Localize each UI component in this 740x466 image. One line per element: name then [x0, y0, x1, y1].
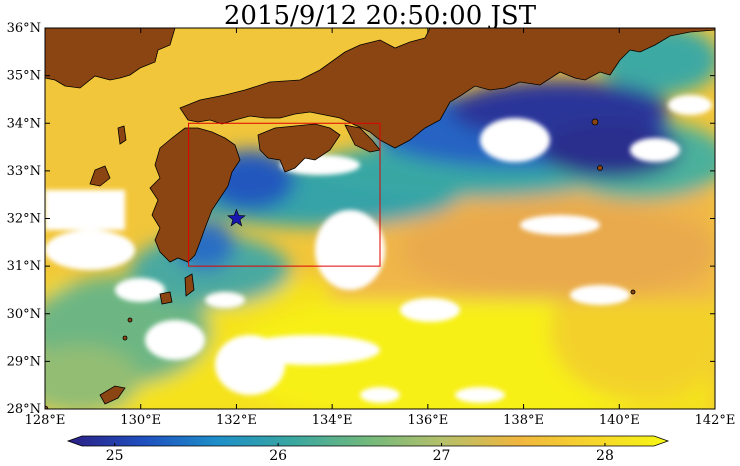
land-tanegashima	[184, 273, 195, 297]
land-korea	[45, 28, 176, 89]
lon-tick-label: 138°E	[503, 413, 544, 428]
land-yakushima	[159, 291, 173, 305]
map-area	[45, 28, 715, 409]
land-shikoku	[257, 123, 341, 173]
axis-ticks: 128°E 130°E 132°E 134°E 136°E 138°E 140°E 142°E…	[7, 21, 736, 428]
lon-tick-label: 128°E	[25, 413, 66, 428]
lon-tick-label: 132°E	[216, 413, 257, 428]
lon-tick-label: 142°E	[695, 413, 736, 428]
lat-tick-label: 29°N	[7, 354, 41, 369]
map-title: 2015/9/12 20:50:00 JST	[224, 1, 537, 31]
lon-tick-label: 134°E	[312, 413, 353, 428]
lat-tick-label: 34°N	[7, 116, 41, 131]
land-goto	[89, 165, 111, 187]
colorbar-tick-label: 26	[269, 448, 287, 464]
colorbar-tick-label: 27	[433, 448, 451, 464]
land	[45, 28, 715, 409]
epicenter-star-icon	[227, 208, 246, 227]
land-kyushu	[149, 127, 241, 263]
lat-tick-label: 31°N	[7, 259, 41, 274]
lat-tick-label: 35°N	[7, 69, 41, 84]
lon-tick-label: 140°E	[599, 413, 640, 428]
lat-tick-label: 30°N	[7, 307, 41, 322]
cloud-mask	[45, 95, 712, 403]
region-box	[188, 122, 381, 267]
lat-tick-label: 28°N	[7, 402, 41, 417]
lat-tick-label: 33°N	[7, 164, 41, 179]
lon-tick-label: 130°E	[120, 413, 161, 428]
colorbar: 25 26 27 28	[66, 435, 670, 464]
colorbar-tick-label: 28	[596, 448, 614, 464]
lat-tick-label: 36°N	[7, 21, 41, 36]
land-honshu	[179, 28, 715, 149]
land-tsushima	[117, 125, 127, 145]
colorbar-ticks: 25 26 27 28	[106, 443, 614, 464]
land-amami	[99, 385, 126, 405]
colorbar-bar	[66, 435, 670, 447]
colorbar-tick-label: 25	[106, 448, 124, 464]
lon-tick-label: 136°E	[407, 413, 448, 428]
lat-tick-label: 32°N	[7, 212, 41, 227]
